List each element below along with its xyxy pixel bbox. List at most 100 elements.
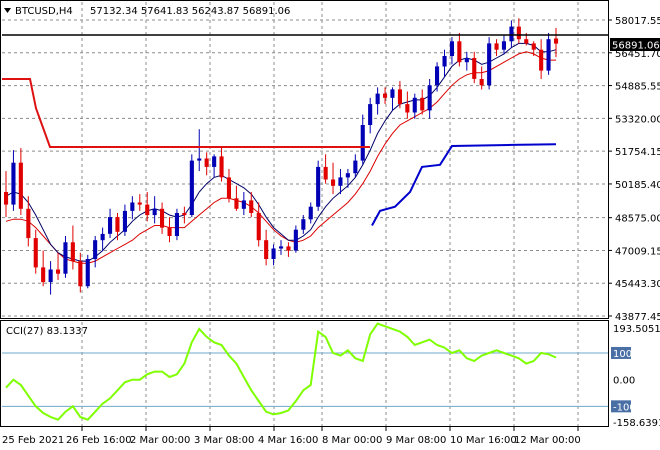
time-tick-label: 3 Mar 08:00 (194, 435, 254, 446)
candle (554, 38, 559, 44)
candle (48, 269, 53, 283)
candle (234, 198, 239, 209)
price-tick-label: 50185.40 (615, 180, 660, 191)
candle (18, 162, 23, 209)
candle (338, 177, 343, 186)
candle (130, 202, 135, 211)
candle (479, 79, 484, 86)
time-tick-label: 4 Mar 16:00 (258, 435, 318, 446)
candle (383, 93, 388, 98)
candle (137, 202, 142, 205)
time-tick-label: 2 Mar 00:00 (130, 435, 190, 446)
candle (316, 166, 321, 207)
candle (531, 43, 536, 50)
moving-averages (5, 42, 557, 264)
candle (390, 89, 395, 98)
candle (85, 259, 90, 287)
time-tick-label: 10 Mar 16:00 (450, 435, 517, 446)
symbol-label: BTCUSD,H4 (15, 6, 73, 17)
candle (323, 166, 328, 180)
candle (368, 104, 373, 125)
candle (41, 267, 46, 283)
candle (412, 97, 417, 113)
candle (145, 204, 150, 216)
current-price-text: 56891.06 (612, 41, 660, 52)
symbol-dropdown-icon[interactable] (4, 8, 11, 13)
candle (516, 26, 521, 40)
candle (93, 240, 98, 259)
support-resistance-lines (2, 34, 608, 226)
candle (219, 156, 224, 178)
price-panel[interactable] (0, 0, 609, 319)
price-tick-label: 47009.15 (615, 246, 660, 257)
cci-scale-label: 100 (613, 349, 632, 360)
candle (271, 248, 276, 259)
candle (345, 173, 350, 178)
time-tick-label: 12 Mar 00:00 (514, 435, 581, 446)
candle (487, 43, 492, 86)
candle (353, 160, 358, 174)
candle (63, 242, 68, 274)
candle (152, 208, 157, 216)
cci-scale-label: -158.6391 (613, 418, 660, 429)
candle (78, 261, 83, 287)
candle (26, 208, 31, 239)
slow-ma-line (5, 51, 556, 264)
time-axis: 25 Feb 2021 26 Feb 16:002 Mar 00:00 3 Mar … (2, 427, 581, 446)
candle (167, 227, 172, 236)
candle (301, 219, 306, 230)
candle (546, 39, 551, 71)
candle (331, 179, 336, 186)
candle (33, 238, 38, 268)
candle (264, 240, 269, 259)
candle (360, 125, 365, 161)
candle (472, 58, 477, 79)
candle (286, 246, 291, 251)
price-tick-label: 45443.30 (615, 279, 660, 290)
cci-label: CCI(27) 83.1337 (6, 326, 88, 337)
candle (249, 200, 254, 213)
candle (70, 242, 75, 262)
cci-line (5, 322, 557, 421)
candle (197, 158, 202, 161)
candle (4, 192, 9, 205)
cci-scale-label: -100 (613, 402, 636, 413)
candle (464, 58, 469, 63)
cci-scale-label: 193.5051 (613, 324, 660, 335)
candle (293, 229, 298, 251)
candle (122, 210, 127, 232)
candle (524, 39, 529, 44)
candle (204, 158, 209, 167)
candle (494, 43, 499, 50)
blue-indicator-line (371, 143, 557, 226)
price-tick-label: 51754.15 (615, 147, 660, 158)
red-indicator-line (2, 77, 370, 149)
candle (226, 177, 231, 199)
indicator-panel[interactable] (0, 320, 609, 427)
candle (212, 156, 217, 167)
candle (11, 162, 16, 205)
candle (256, 213, 261, 241)
candle (108, 217, 113, 234)
candle (501, 41, 506, 50)
price-tick-label: 58017.55 (615, 16, 660, 27)
time-tick-label: 8 Mar 00:00 (322, 435, 382, 446)
candle (442, 56, 447, 67)
candles (4, 18, 559, 295)
candle (241, 200, 246, 209)
cci-level-tag (611, 346, 631, 359)
candle (435, 66, 440, 86)
candle (308, 206, 313, 220)
candle (457, 41, 462, 63)
candle (375, 93, 380, 105)
cci-level-tag (611, 400, 631, 413)
fast-ma-line (5, 42, 557, 262)
grid-lines (2, 2, 608, 426)
time-tick-label: 9 Mar 08:00 (386, 435, 446, 446)
price-tick-label: 56451.70 (615, 49, 660, 60)
candle (189, 160, 194, 215)
cci-scale-label: 0.00 (613, 376, 635, 387)
price-tick-label: 54885.55 (615, 82, 660, 93)
candle (100, 233, 105, 241)
